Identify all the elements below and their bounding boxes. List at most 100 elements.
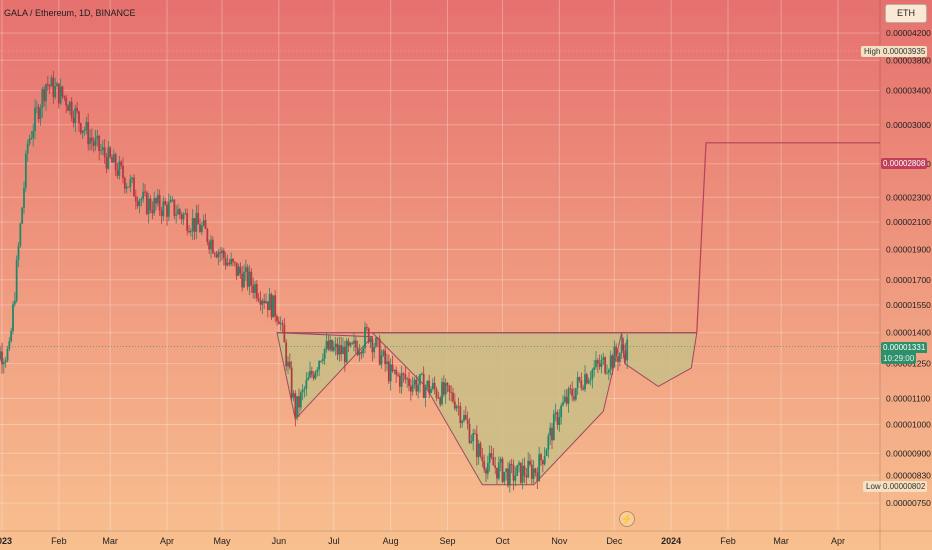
currency-unit-button[interactable]: ETH — [885, 4, 927, 23]
candle-body — [186, 213, 189, 231]
candle-body — [340, 345, 343, 355]
candle-body — [529, 460, 531, 465]
candle-body — [206, 228, 209, 243]
x-tick-label: 2024 — [661, 536, 681, 546]
candle-body — [448, 385, 451, 393]
candle-body — [107, 147, 110, 169]
candle-body — [569, 388, 572, 390]
candle-body — [334, 343, 337, 348]
candle-body — [375, 337, 377, 347]
candle-body — [48, 85, 51, 87]
candle-body — [514, 475, 517, 481]
candle-body — [365, 327, 368, 329]
candle-body — [28, 138, 31, 144]
candle-body — [103, 147, 106, 157]
flash-icon[interactable]: ⚡ — [619, 511, 635, 527]
candle-body — [547, 435, 550, 450]
x-tick-label: Oct — [495, 536, 510, 546]
y-tick-label: 0.00004200 — [886, 28, 931, 38]
candle-body — [193, 218, 196, 232]
candle-body — [353, 340, 355, 344]
candle-body — [171, 199, 174, 201]
candle-body — [232, 258, 234, 262]
candle-body — [6, 348, 9, 361]
candle-body — [609, 355, 612, 371]
candle-body — [142, 191, 145, 199]
candle-body — [296, 396, 299, 418]
candle-body — [127, 186, 130, 188]
candle-body — [199, 224, 201, 233]
candle-body — [35, 107, 38, 109]
high-label: High — [861, 46, 884, 57]
candle-body — [402, 373, 405, 375]
candle-body — [10, 330, 13, 342]
candle-body — [479, 443, 482, 457]
candle-body — [15, 259, 18, 301]
candle-body — [389, 364, 392, 382]
candle-body — [118, 161, 121, 176]
candle-body — [188, 230, 190, 233]
candle-body — [241, 273, 244, 288]
candle-body — [499, 458, 502, 463]
candle-body — [235, 262, 238, 276]
candle-body — [301, 389, 304, 393]
candle-body — [94, 138, 97, 146]
candle-body — [219, 252, 222, 254]
candle-body — [617, 356, 619, 362]
candle-body — [624, 350, 627, 361]
candle-body — [409, 386, 412, 392]
candle-body — [149, 198, 152, 210]
candle-body — [446, 382, 449, 386]
candle-body — [32, 131, 35, 138]
candle-body — [134, 196, 137, 202]
candle-body — [618, 353, 621, 362]
candle-body — [573, 396, 575, 400]
candle-body — [244, 267, 247, 272]
low-value-tag: 0.00000802 — [881, 481, 928, 492]
candle-body — [492, 457, 495, 466]
candle-body — [228, 262, 231, 265]
x-tick-label: Jun — [272, 536, 287, 546]
candle-body — [26, 143, 29, 154]
candle-body — [540, 454, 542, 461]
candle-body — [459, 406, 462, 424]
candle-body — [518, 462, 520, 466]
candle-body — [521, 465, 524, 483]
y-tick-label: 0.00001550 — [886, 300, 931, 310]
x-tick-label: May — [213, 536, 231, 546]
candle-body — [43, 89, 46, 102]
candle-body — [490, 453, 493, 458]
candle-body — [497, 462, 500, 479]
y-tick-label: 0.00002100 — [886, 217, 931, 227]
candle-body — [292, 393, 295, 398]
candle-body — [123, 178, 126, 189]
candle-body — [371, 338, 374, 353]
candle-body — [325, 341, 328, 349]
candle-body — [362, 348, 365, 354]
candle-body — [475, 434, 478, 458]
candle-body — [151, 209, 154, 214]
candle-body — [578, 377, 581, 381]
candle-body — [345, 340, 348, 363]
candle-body — [100, 150, 102, 151]
candle-body — [41, 89, 44, 109]
candle-body — [406, 378, 409, 380]
candle-body — [160, 210, 163, 217]
symbol-legend[interactable]: GALA / Ethereum, 1D, BINANCE — [4, 8, 136, 18]
candle-body — [52, 77, 55, 98]
candle-body — [596, 360, 599, 364]
candle-body — [571, 389, 574, 397]
candle-body — [563, 396, 566, 403]
candle-body — [239, 266, 242, 274]
candle-body — [189, 231, 192, 233]
candle-body — [413, 379, 416, 385]
candle-body — [156, 194, 159, 204]
candle-body — [314, 371, 317, 379]
candle-body — [200, 225, 203, 233]
candle-body — [558, 417, 561, 425]
candle-body — [175, 214, 178, 216]
candle-body — [90, 137, 93, 142]
candle-body — [510, 463, 513, 466]
x-tick-label: Nov — [551, 536, 568, 546]
